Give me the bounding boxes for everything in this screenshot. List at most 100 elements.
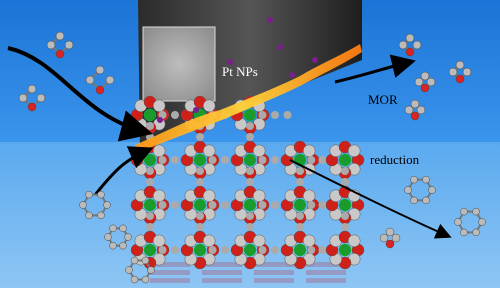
atom: [296, 223, 304, 231]
atom: [448, 67, 458, 77]
atom: [152, 144, 166, 158]
atom: [143, 198, 157, 212]
atom: [196, 212, 204, 220]
atom: [422, 175, 430, 184]
atom: [252, 189, 266, 203]
atom: [246, 178, 254, 186]
atom: [208, 156, 217, 164]
molecule: [448, 60, 472, 84]
atom: [246, 212, 254, 220]
reflection: [306, 278, 346, 283]
atom: [146, 167, 154, 175]
atom: [341, 178, 349, 186]
atom: [379, 233, 389, 243]
reflection: [254, 262, 294, 267]
atom: [246, 167, 254, 175]
atom: [243, 153, 257, 167]
atom: [146, 212, 154, 220]
arrow-in-2: [93, 146, 154, 196]
atom: [455, 60, 465, 70]
molecule: [18, 84, 46, 112]
atom: [455, 74, 465, 84]
molecule: [104, 224, 132, 250]
atom: [55, 31, 65, 41]
atom: [283, 111, 292, 119]
atom: [258, 246, 267, 254]
atom: [404, 105, 414, 115]
atom: [243, 198, 257, 212]
atom: [119, 224, 127, 233]
molecule: [46, 31, 74, 59]
atom: [202, 189, 216, 203]
atom: [296, 167, 304, 175]
atom: [109, 224, 117, 233]
molecule: [454, 207, 486, 237]
atom: [196, 178, 204, 186]
atom: [472, 207, 480, 216]
atom: [171, 111, 179, 119]
reflection: [150, 262, 190, 267]
reflection: [150, 270, 190, 275]
atom: [420, 83, 430, 93]
atom: [146, 223, 154, 231]
atom: [193, 153, 207, 167]
atom: [398, 40, 408, 50]
atom: [246, 122, 254, 130]
atom: [143, 243, 157, 257]
atom: [271, 201, 279, 209]
atom: [258, 156, 267, 164]
atom: [302, 189, 316, 203]
reflection: [202, 262, 242, 267]
pt-particles: [157, 17, 318, 123]
atom: [416, 105, 426, 115]
atom: [105, 75, 115, 85]
atom: [141, 256, 150, 265]
atom: [171, 201, 179, 209]
atom: [385, 227, 395, 237]
atom: [318, 246, 327, 254]
molecule: [125, 256, 155, 284]
atom: [202, 144, 216, 158]
atom: [85, 211, 93, 220]
atom: [296, 212, 304, 220]
atom: [95, 65, 105, 75]
molecule: [414, 71, 436, 93]
atom: [385, 239, 395, 249]
pt-label: Pt NPs: [222, 64, 258, 79]
molecule: [398, 33, 422, 57]
atom: [405, 47, 415, 57]
atom: [55, 49, 65, 59]
atom: [252, 144, 266, 158]
atom: [478, 218, 486, 226]
atom: [410, 175, 418, 184]
atom: [460, 228, 468, 237]
atom: [193, 243, 207, 257]
atom: [18, 93, 28, 103]
atom: [271, 246, 279, 254]
atom: [347, 144, 361, 158]
atom: [143, 153, 157, 167]
atom: [462, 67, 472, 77]
atom: [146, 122, 154, 130]
atom: [460, 207, 468, 216]
atom: [97, 190, 105, 199]
atom: [109, 241, 117, 250]
atom: [243, 108, 257, 122]
flame: [135, 44, 362, 152]
atom: [158, 246, 167, 254]
atom: [338, 198, 352, 212]
atom: [158, 156, 167, 164]
atom: [420, 71, 430, 81]
atom: [404, 186, 412, 194]
atom: [196, 167, 204, 175]
atom: [85, 190, 93, 199]
atom: [141, 275, 150, 284]
molecule: [79, 190, 111, 220]
atom: [27, 102, 37, 112]
reflection: [150, 278, 190, 283]
atom: [246, 133, 254, 141]
atom: [193, 198, 207, 212]
atom: [130, 256, 139, 265]
atom: [221, 201, 229, 209]
